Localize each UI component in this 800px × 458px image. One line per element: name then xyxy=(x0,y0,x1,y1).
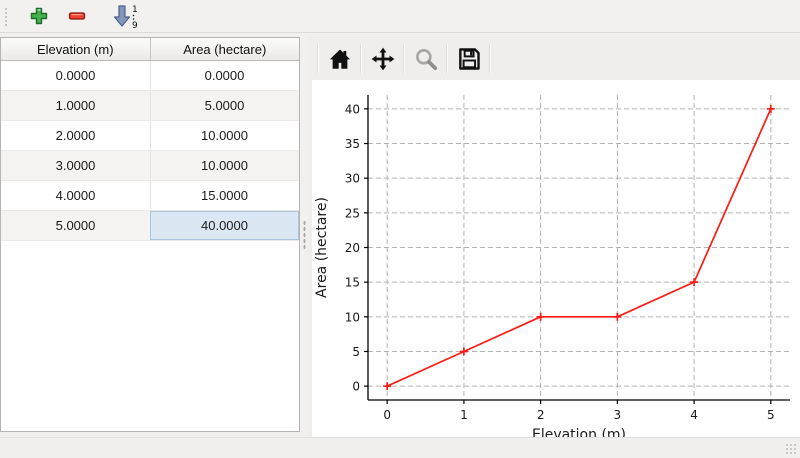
svg-text:Area (hectare): Area (hectare) xyxy=(314,197,330,298)
toolbar-separator xyxy=(490,44,491,73)
svg-text:20: 20 xyxy=(345,241,360,255)
plot-panel: 0 1 2 3 4 5 0 5 10 15 20 25 30 35 40 Elevation (m) Area … xyxy=(308,37,800,443)
panel-splitter[interactable] xyxy=(301,37,308,432)
svg-text:3: 3 xyxy=(614,408,622,422)
table-row: 4.0000 15.0000 xyxy=(1,181,299,211)
table-cell[interactable]: 10.0000 xyxy=(150,151,299,180)
status-bar xyxy=(0,437,800,458)
table-row: 3.0000 10.0000 xyxy=(1,151,299,181)
table-cell[interactable]: 1.0000 xyxy=(55,98,96,113)
svg-text:35: 35 xyxy=(345,137,360,151)
table-cell[interactable]: 5.0000 xyxy=(55,218,96,233)
table-row: 5.0000 40.0000 xyxy=(1,211,299,241)
svg-text:40: 40 xyxy=(345,102,360,116)
svg-text:30: 30 xyxy=(345,172,360,186)
table-cell[interactable]: 40.0000 xyxy=(150,211,299,240)
svg-text:0: 0 xyxy=(352,380,360,394)
pan-button[interactable] xyxy=(366,43,400,75)
zoom-icon xyxy=(416,48,438,70)
toolbar-separator xyxy=(404,44,405,73)
table-row: 0.0000 0.0000 xyxy=(1,61,299,91)
table-body: 0.0000 0.0000 1.0000 5.0000 2.0000 10.0000 3.0… xyxy=(1,61,299,241)
svg-text:5: 5 xyxy=(767,408,775,422)
table-cell[interactable]: 4.0000 xyxy=(55,188,96,203)
table-row: 2.0000 10.0000 xyxy=(1,121,299,151)
remove-row-button[interactable] xyxy=(63,3,91,29)
elevation-area-table: Elevation (m) Area (hectare) 0.0000 0.000… xyxy=(0,37,300,432)
toolbar-separator xyxy=(361,44,362,73)
svg-text:4: 4 xyxy=(690,408,698,422)
svg-text:2: 2 xyxy=(537,408,545,422)
toolbar-separator xyxy=(447,44,448,73)
table-cell[interactable]: 10.0000 xyxy=(150,121,299,150)
toolbar-separator xyxy=(318,44,319,73)
table-cell[interactable]: 0.0000 xyxy=(55,68,96,83)
table-header: Elevation (m) Area (hectare) xyxy=(1,38,299,61)
plot-toolbar xyxy=(308,37,800,80)
table-cell[interactable]: 2.0000 xyxy=(55,128,96,143)
table-cell[interactable]: 5.0000 xyxy=(150,91,299,120)
column-header-elevation[interactable]: Elevation (m) xyxy=(36,41,114,57)
svg-text:0: 0 xyxy=(383,408,391,422)
sort-ascending-icon: 1 9 xyxy=(113,5,138,29)
svg-text:5: 5 xyxy=(352,345,360,359)
resize-grip-icon[interactable] xyxy=(785,443,797,455)
column-header-area[interactable]: Area (hectare) xyxy=(149,38,300,60)
toolbar-drag-handle[interactable] xyxy=(4,6,9,26)
home-icon xyxy=(329,48,351,69)
svg-text:1: 1 xyxy=(132,5,138,15)
figure-canvas[interactable]: 0 1 2 3 4 5 0 5 10 15 20 25 30 35 40 Elevation (m) Area … xyxy=(312,80,800,443)
table-cell[interactable]: 15.0000 xyxy=(150,181,299,210)
home-button[interactable] xyxy=(323,43,357,75)
svg-text:Elevation (m): Elevation (m) xyxy=(532,427,626,437)
svg-text:10: 10 xyxy=(345,310,360,324)
save-icon xyxy=(459,47,480,70)
table-cell[interactable]: 0.0000 xyxy=(150,61,299,90)
save-button[interactable] xyxy=(452,43,486,75)
remove-icon xyxy=(68,12,86,20)
add-icon xyxy=(30,7,48,25)
svg-text:25: 25 xyxy=(345,206,360,220)
zoom-button[interactable] xyxy=(409,43,443,75)
svg-text:15: 15 xyxy=(345,276,360,290)
pan-icon xyxy=(371,47,395,70)
chart[interactable]: 0 1 2 3 4 5 0 5 10 15 20 25 30 35 40 Elevation (m) Area … xyxy=(312,80,800,443)
sort-rows-button[interactable]: 1 9 xyxy=(107,3,143,29)
add-row-button[interactable] xyxy=(25,3,53,29)
svg-text:1: 1 xyxy=(460,408,468,422)
table-cell[interactable]: 3.0000 xyxy=(55,158,96,173)
svg-text:9: 9 xyxy=(132,21,138,29)
main-toolbar: 1 9 xyxy=(0,0,800,33)
splitter-grip-icon xyxy=(303,219,306,250)
table-row: 1.0000 5.0000 xyxy=(1,91,299,121)
